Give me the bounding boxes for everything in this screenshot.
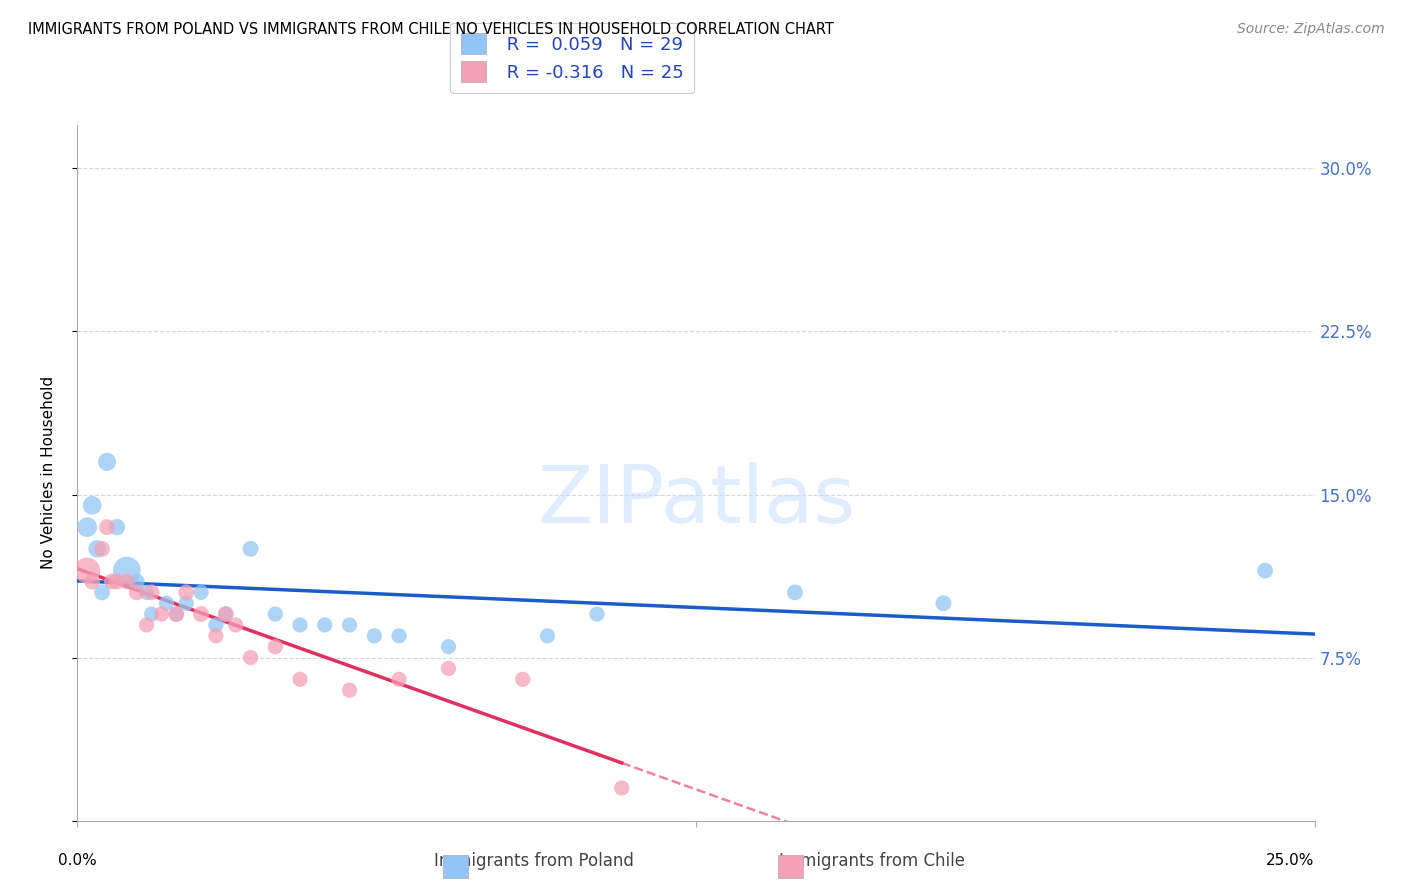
Point — [91, 541, 114, 556]
Point — [101, 574, 124, 589]
Point — [105, 520, 128, 534]
Point — [536, 629, 558, 643]
Text: Immigrants from Chile: Immigrants from Chile — [779, 852, 965, 870]
Y-axis label: No Vehicles in Household: No Vehicles in Household — [42, 376, 56, 569]
Point — [1254, 564, 1277, 578]
Point — [205, 629, 228, 643]
Point — [76, 520, 98, 534]
Point — [264, 607, 287, 621]
Point — [512, 673, 534, 687]
Text: Immigrants from Poland: Immigrants from Poland — [434, 852, 634, 870]
Point — [288, 618, 311, 632]
Point — [82, 574, 104, 589]
Point — [215, 607, 238, 621]
Point — [388, 629, 411, 643]
Point — [125, 585, 148, 599]
Point — [96, 520, 118, 534]
Point — [105, 574, 128, 589]
Point — [437, 640, 460, 654]
Point — [339, 618, 361, 632]
Point — [239, 541, 262, 556]
Point — [190, 585, 212, 599]
Point — [141, 585, 163, 599]
Point — [314, 618, 336, 632]
Point — [76, 564, 98, 578]
Point — [141, 607, 163, 621]
Point — [264, 640, 287, 654]
Text: Source: ZipAtlas.com: Source: ZipAtlas.com — [1237, 22, 1385, 37]
Text: 25.0%: 25.0% — [1267, 854, 1315, 868]
Text: IMMIGRANTS FROM POLAND VS IMMIGRANTS FROM CHILE NO VEHICLES IN HOUSEHOLD CORRELA: IMMIGRANTS FROM POLAND VS IMMIGRANTS FRO… — [28, 22, 834, 37]
Point — [239, 650, 262, 665]
Point — [125, 574, 148, 589]
Point — [165, 607, 187, 621]
Point — [932, 596, 955, 610]
Point — [363, 629, 385, 643]
Point — [174, 596, 197, 610]
Point — [174, 585, 197, 599]
Point — [150, 607, 173, 621]
Point — [339, 683, 361, 698]
Point — [437, 661, 460, 675]
Point — [215, 607, 238, 621]
Legend:  R =  0.059   N = 29,  R = -0.316   N = 25: R = 0.059 N = 29, R = -0.316 N = 25 — [450, 22, 695, 93]
Point — [225, 618, 247, 632]
Point — [288, 673, 311, 687]
Point — [165, 607, 187, 621]
Point — [135, 585, 157, 599]
Text: ZIPatlas: ZIPatlas — [537, 461, 855, 540]
Point — [82, 499, 104, 513]
Point — [86, 541, 108, 556]
Point — [586, 607, 609, 621]
Point — [783, 585, 806, 599]
Point — [135, 618, 157, 632]
Point — [96, 455, 118, 469]
Point — [388, 673, 411, 687]
Point — [155, 596, 177, 610]
Point — [115, 574, 138, 589]
Point — [190, 607, 212, 621]
Point — [205, 618, 228, 632]
Point — [610, 780, 633, 795]
Text: 0.0%: 0.0% — [58, 854, 97, 868]
Point — [91, 585, 114, 599]
Point — [115, 564, 138, 578]
